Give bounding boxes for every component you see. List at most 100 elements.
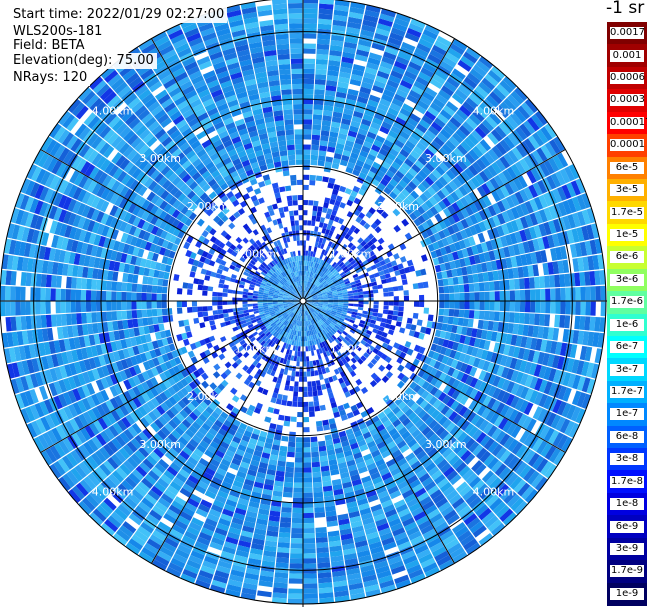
range-gate [519,312,525,324]
range-gate [243,430,253,438]
range-gate [404,387,413,396]
range-gate [303,507,314,514]
range-gate [338,302,344,306]
range-gate [431,422,442,433]
range-gate [55,275,62,288]
range-gate [438,147,450,158]
range-gate [176,288,183,295]
range-gate [61,237,69,251]
range-gate [111,437,123,450]
range-gate [303,477,313,483]
range-gate [446,269,453,278]
range-gate [162,541,177,553]
range-gate [488,250,496,261]
range-gate [347,308,353,312]
range-gate [177,515,191,526]
range-gate [303,33,317,39]
range-gate [101,290,107,301]
range-gate [489,112,502,125]
range-gate [354,540,368,548]
range-gate [340,61,353,69]
range-gate [358,39,372,48]
range-gate [160,362,168,372]
range-gate [323,274,328,280]
range-gate [442,384,452,395]
range-gate [381,536,395,546]
range-gate [88,334,96,346]
range-gate [279,329,284,335]
range-gate [40,287,46,301]
range-gate [369,379,378,388]
range-gate [451,369,460,379]
range-gate [223,313,229,318]
range-gate [306,293,311,298]
range-gate [572,374,581,390]
range-gate [202,560,217,570]
range-gate [42,432,54,447]
range-gate [123,429,134,441]
range-gate [117,349,126,360]
range-gate [303,376,308,382]
range-gate [439,530,454,542]
range-gate [306,276,309,282]
range-gate [317,337,322,344]
range-gate [314,511,326,518]
range-gate [275,339,281,345]
range-gate [184,530,198,541]
range-gate [163,248,171,258]
range-gate [177,399,187,409]
range-gate [478,221,487,232]
range-gate [387,107,399,117]
range-gate [539,276,546,289]
range-gate [100,213,110,225]
range-gate [409,364,417,373]
range-gate [495,187,506,200]
range-gate [364,342,371,349]
range-gate [387,485,399,495]
range-gate [416,450,427,461]
range-gate [324,321,330,326]
range-gate [489,301,495,311]
range-gate [277,328,283,334]
range-gate [322,115,332,122]
range-gate [107,515,122,529]
range-gate [344,349,351,356]
range-gate [195,579,211,589]
range-gate [131,509,146,522]
range-gate [358,304,364,308]
range-gate [342,293,349,297]
range-gate [303,548,316,554]
range-gate [314,288,320,293]
range-gate [437,256,445,265]
range-gate [152,505,166,517]
range-gate [328,302,334,305]
range-gate [148,268,155,277]
range-gate [342,113,353,121]
range-gate [434,412,445,423]
range-gate [299,310,302,316]
range-gate [107,270,114,281]
range-gate [328,535,341,543]
range-gate [378,527,392,537]
range-gate [372,432,381,441]
range-gate [87,473,100,487]
range-gate [424,176,435,186]
range-gate [335,274,342,279]
range-gate [397,192,407,201]
range-gate [406,498,419,508]
range-gate [343,548,357,556]
range-gate [292,335,296,341]
range-gate [305,292,310,298]
range-gate [340,382,347,389]
range-gate [217,305,223,310]
range-gate [21,227,30,242]
range-gate [410,131,422,142]
range-gate [338,342,344,349]
range-gate [369,427,379,436]
range-gate [152,235,160,245]
range-gate [149,243,157,253]
range-gate [532,132,545,147]
range-gate [388,165,398,175]
range-gate [277,303,284,305]
range-gate [156,429,168,440]
